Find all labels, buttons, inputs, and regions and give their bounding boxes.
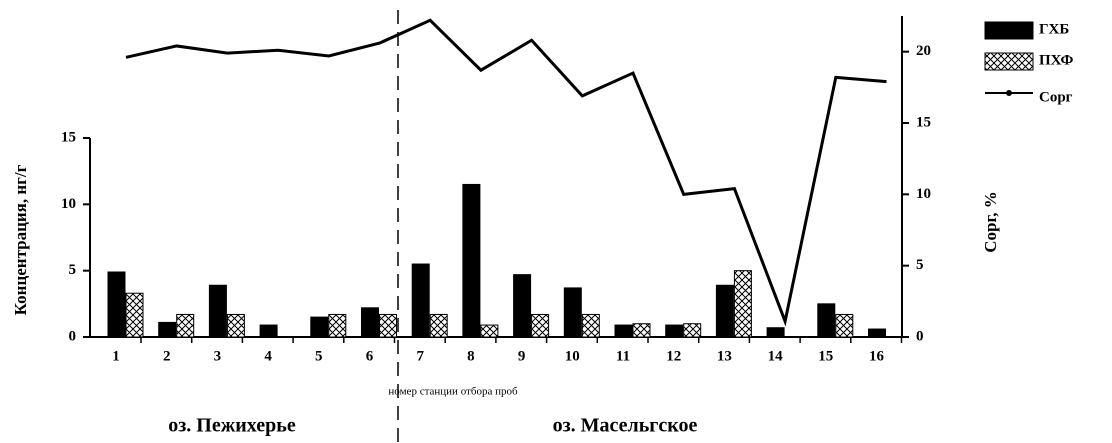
x-tick-label: 8 xyxy=(467,348,475,364)
x-tick-label: 4 xyxy=(264,348,272,364)
x-tick-label: 9 xyxy=(518,348,526,364)
x-tick-label: 1 xyxy=(112,348,120,364)
bar xyxy=(632,323,651,338)
x-tick-label: 5 xyxy=(315,348,323,364)
bar xyxy=(361,307,379,338)
bar xyxy=(107,271,126,338)
bar xyxy=(563,287,582,338)
x-tick-label: 16 xyxy=(869,348,885,364)
bar xyxy=(176,313,195,338)
bar xyxy=(531,313,550,338)
x-tick-label: 3 xyxy=(214,348,222,364)
bar xyxy=(581,313,600,338)
bar xyxy=(429,313,448,338)
bar xyxy=(125,292,144,338)
legend-label: Сорг xyxy=(1039,89,1073,105)
x-axis-label: номер станции отбора проб xyxy=(388,386,518,398)
bar xyxy=(462,183,481,338)
x-tick-label: 6 xyxy=(366,348,374,364)
legend-swatch xyxy=(984,52,1034,71)
bar xyxy=(310,316,329,338)
x-tick-label: 12 xyxy=(666,348,681,364)
y2-tick-label: 20 xyxy=(916,43,931,59)
bar xyxy=(513,274,532,338)
x-tick-label: 14 xyxy=(768,348,784,364)
y-tick-label: 10 xyxy=(61,196,76,212)
bar xyxy=(411,263,430,338)
bar xyxy=(817,303,836,338)
annotation: оз. Масельгское xyxy=(553,415,698,437)
bar xyxy=(614,324,633,338)
bar xyxy=(208,284,227,338)
y2-tick-label: 0 xyxy=(916,328,924,344)
bar xyxy=(158,321,177,338)
y2-axis-label: Сорг, % xyxy=(981,191,1000,253)
bar xyxy=(226,313,245,338)
bar xyxy=(733,270,752,338)
legend-label: ГХБ xyxy=(1039,21,1069,37)
y-tick-label: 15 xyxy=(61,129,76,145)
bar xyxy=(766,327,785,338)
x-tick-label: 11 xyxy=(616,348,630,364)
y2-tick-label: 15 xyxy=(916,114,931,130)
annotation: оз. Пежихерье xyxy=(168,415,296,437)
y-tick-label: 5 xyxy=(69,262,77,278)
x-tick-label: 2 xyxy=(163,348,171,364)
legend-swatch xyxy=(1006,90,1012,96)
bar xyxy=(480,324,499,338)
line xyxy=(125,18,887,327)
bar xyxy=(328,313,347,338)
bar xyxy=(665,324,684,338)
x-tick-label: 15 xyxy=(818,348,833,364)
y2-tick-label: 10 xyxy=(916,186,931,202)
bar xyxy=(259,324,278,338)
bar xyxy=(683,323,702,338)
bar xyxy=(379,313,397,338)
bar xyxy=(868,328,886,338)
bar xyxy=(835,313,854,338)
y2-tick-label: 5 xyxy=(916,257,924,273)
legend-swatch xyxy=(984,21,1034,40)
x-tick-label: 10 xyxy=(565,348,580,364)
bar xyxy=(715,284,734,338)
x-tick-label: 7 xyxy=(416,348,424,364)
y-axis-label: Концентрация, нг/г xyxy=(11,164,30,315)
legend-label: ПХФ xyxy=(1039,52,1073,68)
y-tick-label: 0 xyxy=(69,328,77,344)
x-tick-label: 13 xyxy=(717,348,732,364)
